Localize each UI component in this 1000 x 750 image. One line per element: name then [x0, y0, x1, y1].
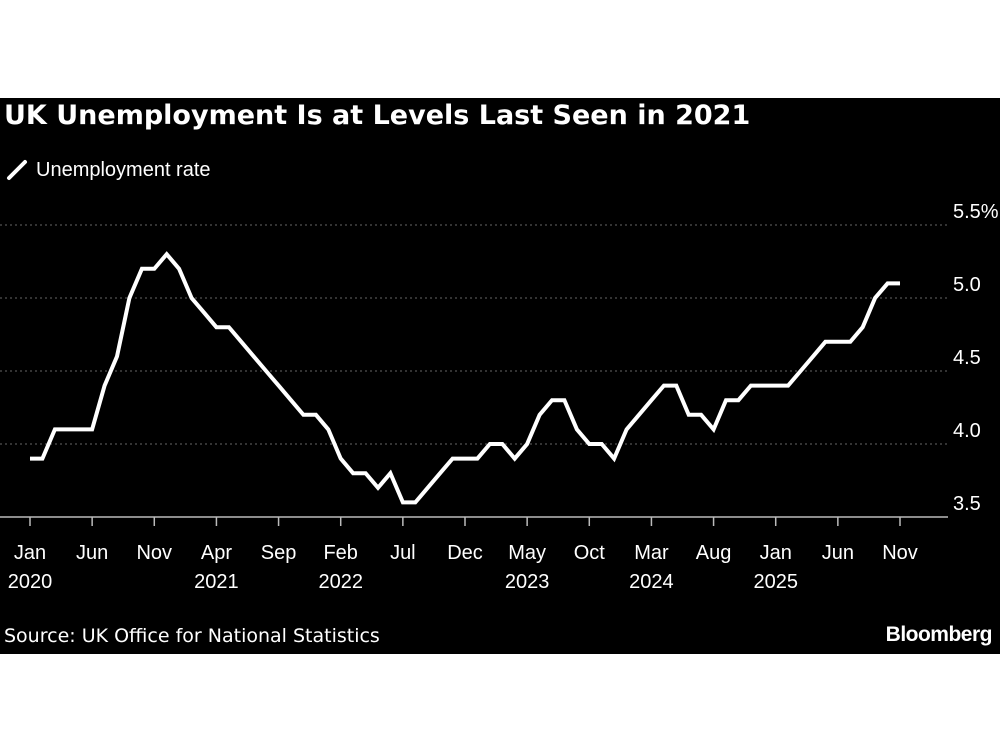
slash-line-icon	[7, 160, 27, 180]
bloomberg-logo: Bloomberg	[885, 623, 993, 646]
x-tick-year-label: 2020	[8, 571, 53, 593]
x-tick-label: Jan	[760, 542, 792, 564]
x-tick-label: May	[508, 542, 546, 564]
x-tick-label: Jun	[76, 542, 108, 564]
chart-panel	[0, 98, 1000, 654]
x-tick-label: Jan	[14, 542, 46, 564]
x-tick-label: Mar	[634, 542, 669, 564]
x-axis	[0, 516, 948, 526]
x-tick-label: Jun	[822, 542, 854, 564]
chart-title: UK Unemployment Is at Levels Last Seen i…	[4, 100, 751, 131]
x-tick-label: Aug	[696, 542, 732, 564]
x-tick-label: Sep	[261, 542, 297, 564]
x-tick-year-label: 2021	[194, 571, 239, 593]
gridlines	[0, 224, 948, 445]
x-tick-label: Nov	[882, 542, 918, 564]
x-tick-label: Dec	[447, 542, 483, 564]
y-tick-label: 5.0	[953, 274, 981, 296]
x-tick-year-label: 2024	[629, 571, 674, 593]
x-tick-labels: Jan 2020 Jun Nov Apr 2021 Sep Feb 2022 Jul Dec May 2…	[8, 542, 918, 593]
x-tick-label: Apr	[201, 542, 232, 564]
y-tick-label: 4.5	[953, 347, 981, 369]
legend: Unemployment rate	[6, 156, 211, 184]
y-tick-label: 5.5%	[953, 201, 999, 223]
y-tick-label: 3.5	[953, 493, 981, 515]
y-axis: 3.5 4.0 4.5 5.0 5.5%	[953, 201, 999, 515]
x-tick-label: Jul	[390, 542, 416, 564]
y-tick-label: 4.0	[953, 420, 981, 442]
legend-label: Unemployment rate	[36, 158, 211, 181]
x-tick-label: Feb	[323, 542, 357, 564]
unemployment-rate-line	[30, 251, 900, 505]
x-tick-year-label: 2025	[753, 571, 798, 593]
series-layer	[29, 251, 901, 505]
x-tick-year-label: 2023	[505, 571, 550, 593]
x-tick-label: Oct	[574, 542, 606, 564]
x-tick-year-label: 2022	[318, 571, 363, 593]
x-tick-label: Nov	[136, 542, 172, 564]
source-note: Source: UK Office for National Statistic…	[4, 625, 380, 647]
